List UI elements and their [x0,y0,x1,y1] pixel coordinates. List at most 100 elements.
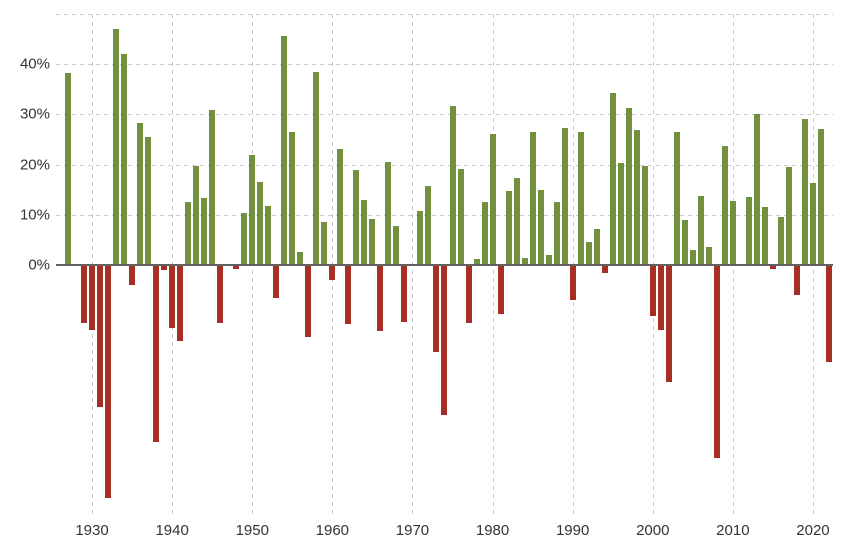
bar [105,265,111,498]
bar [265,206,271,265]
bar [385,162,391,265]
bar [626,108,632,265]
bar [722,146,728,265]
bar [97,265,103,407]
bar [562,128,568,265]
bar [802,119,808,265]
y-axis-tick-label: 0% [28,257,56,274]
bar [401,265,407,322]
bar [570,265,576,300]
x-axis-tick-label: 1970 [396,516,429,539]
bar [642,166,648,265]
bar [514,178,520,265]
x-axis-tick-label: 2020 [796,516,829,539]
bar [433,265,439,352]
bar [281,36,287,265]
bar [706,247,712,265]
bar [794,265,800,295]
bar [257,182,263,265]
x-axis-tick-label: 1960 [316,516,349,539]
bar [81,265,87,323]
bar [201,198,207,265]
bar [289,132,295,265]
bar [121,54,127,265]
bar [762,207,768,265]
bar [658,265,664,330]
bar [666,265,672,382]
bar [578,132,584,265]
bar [217,265,223,323]
bar [377,265,383,331]
bar [786,167,792,265]
bar [369,219,375,265]
bar [305,265,311,337]
plot-area: 0%10%20%30%40%19301940195019601970198019… [56,14,833,516]
bar [530,132,536,265]
bar [145,137,151,265]
bar [177,265,183,341]
bar [466,265,472,323]
bar [209,110,215,265]
bar [129,265,135,285]
bar [490,134,496,265]
x-axis-tick-label: 1980 [476,516,509,539]
bar [241,213,247,265]
x-axis-tick-label: 2000 [636,516,669,539]
bar [498,265,504,314]
bar [345,265,351,324]
bar [329,265,335,280]
bar [634,130,640,265]
bar [674,132,680,265]
bar [361,200,367,265]
bar [690,250,696,265]
bar [65,73,71,265]
bar [153,265,159,442]
bar [89,265,95,330]
bar [594,229,600,265]
y-axis-tick-label: 40% [20,56,56,73]
zero-baseline [56,264,833,266]
bar [610,93,616,265]
bar [353,170,359,265]
bar [698,196,704,265]
bar [417,211,423,265]
bar [554,202,560,265]
bar [754,114,760,265]
bar [273,265,279,298]
annual-returns-bar-chart: 0%10%20%30%40%19301940195019601970198019… [0,0,853,550]
bar [746,197,752,265]
y-axis-tick-label: 30% [20,106,56,123]
bar [337,149,343,265]
bar [778,217,784,265]
bar [506,191,512,265]
x-axis-tick-label: 1950 [236,516,269,539]
bar [818,129,824,265]
bar [450,106,456,265]
y-axis-tick-label: 20% [20,156,56,173]
bar [826,265,832,362]
bar [193,166,199,265]
bar [113,29,119,265]
x-axis-tick-label: 1940 [155,516,188,539]
x-axis-tick-label: 1930 [75,516,108,539]
bar [538,190,544,265]
bar [185,202,191,265]
bar [810,183,816,265]
bar [714,265,720,458]
bar [730,201,736,265]
bar [137,123,143,265]
bar [441,265,447,415]
bar [602,265,608,273]
bar [482,202,488,265]
bar [425,186,431,265]
bar [618,163,624,265]
bar [393,226,399,265]
bar [321,222,327,265]
bar [586,242,592,265]
y-axis-tick-label: 10% [20,206,56,223]
bar [682,220,688,265]
x-axis-tick-label: 2010 [716,516,749,539]
bar [650,265,656,316]
bar [313,72,319,265]
bar [458,169,464,265]
